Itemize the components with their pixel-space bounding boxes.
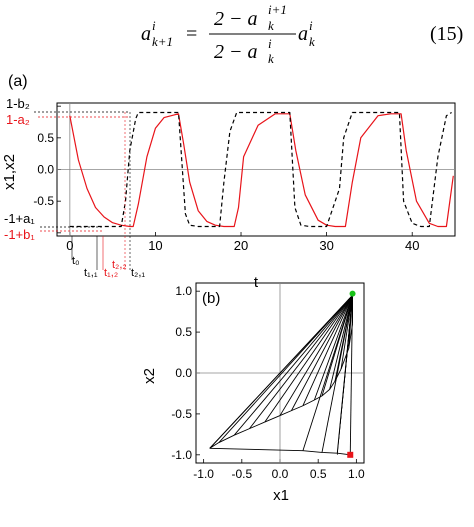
- panel-a: (a) x1,x2 t 0.50.0-0.5 0 10 20 30 40 1-b₂ 1-…: [1, 73, 456, 291]
- trajectory-rung: [209, 294, 353, 449]
- eq-den-sub: k: [268, 51, 274, 66]
- panel-b-ylabel: x2: [141, 368, 158, 384]
- eq-rhs-sup: i: [309, 18, 313, 33]
- trajectory-bottom-edge: [209, 447, 351, 456]
- a-ytick-label: 0.0: [37, 163, 54, 177]
- trajectory-zigzag: [329, 380, 336, 390]
- b-ytick-label: -0.5: [171, 407, 192, 421]
- panel-b-points: [347, 290, 356, 458]
- eq-den-sup: i: [268, 36, 272, 51]
- trajectory-inner: [350, 295, 353, 315]
- panel-a-yticks: 0.5 0.0 -0.5: [33, 105, 61, 234]
- trajectory-segment: [302, 295, 353, 406]
- b-ytick-label: 0.5: [175, 325, 192, 339]
- trajectory-segment: [218, 294, 353, 443]
- panel-b-yticks: 1.0 0.5 0.0 -0.5 -1.0: [171, 284, 200, 462]
- b-ytick-label: 1.0: [175, 284, 192, 298]
- trajectory-segment: [279, 295, 353, 416]
- end-point-red: [347, 451, 354, 458]
- eq-lhs-sub: k+1: [152, 34, 173, 49]
- trajectory-segment: [233, 294, 353, 436]
- label-1-minus-b2: 1-b₂: [6, 96, 30, 111]
- panel-b-trajectory: [209, 294, 353, 456]
- trajectory-zigzag: [218, 434, 235, 443]
- trajectory-zigzag: [348, 323, 353, 349]
- trajectory-rung: [349, 295, 353, 455]
- a-xtick-label: 0: [66, 238, 73, 253]
- eq-num-sup: i+1: [268, 2, 287, 17]
- trajectory-zigzag: [264, 415, 281, 423]
- panel-b-label: (b): [202, 290, 220, 307]
- marker-t0: t₀: [72, 255, 80, 267]
- eq-rhs-sub: k: [309, 34, 315, 49]
- a-xtick-label: 20: [234, 238, 248, 253]
- b-xtick-label: 1.0: [348, 467, 365, 481]
- marker-t21: t₂,₁: [131, 267, 145, 279]
- trajectory-zigzag: [209, 442, 220, 449]
- trajectory-zigzag: [279, 410, 292, 416]
- b-xtick-label: 0.5: [310, 467, 327, 481]
- equation-15: a i k+1 = 2 − a i+1 k 2 − a i k a i k (1…: [141, 2, 463, 66]
- b-ytick-label: 0.0: [175, 366, 192, 380]
- panel-a-xticks: 0 10 20 30 40: [66, 232, 419, 253]
- a-xtick-label: 10: [148, 238, 162, 253]
- trajectory-segment: [291, 295, 353, 411]
- a-ytick-label: 0.5: [37, 131, 54, 145]
- trajectory-segment: [329, 295, 353, 390]
- panel-b-xticks: -1.0 -0.5 0.0 0.5 1.0: [193, 459, 365, 481]
- series-x1-line: [69, 113, 454, 228]
- eq-rhs-base: a: [298, 23, 308, 45]
- panel-a-ylabel: x1,x2: [1, 154, 18, 190]
- a-ytick-label: -0.5: [33, 194, 54, 208]
- eq-lhs-sup: i: [152, 18, 156, 33]
- trajectory-rung: [321, 295, 353, 453]
- eq-number: (15): [430, 23, 463, 45]
- trajectory-segment: [264, 295, 353, 423]
- start-point-green: [349, 290, 356, 297]
- a-xtick-label: 40: [405, 238, 419, 253]
- trajectory-segment: [340, 295, 353, 369]
- trajectory-zigzag: [234, 428, 250, 436]
- b-xtick-label: 0.0: [272, 467, 289, 481]
- trajectory-zigzag: [302, 399, 315, 407]
- trajectory-rung: [302, 295, 353, 451]
- trajectory-zigzag: [249, 421, 265, 430]
- a-xtick-label: 30: [319, 238, 333, 253]
- trajectory-segment: [313, 295, 353, 401]
- label-minus1-plus-b1: -1+b₁: [4, 227, 35, 242]
- marker-t22: t₂,₂: [112, 259, 127, 271]
- b-xtick-label: -0.5: [231, 467, 252, 481]
- b-ytick-label: -1.0: [171, 448, 192, 462]
- trajectory-zigzag: [334, 368, 342, 382]
- panel-a-series: [69, 111, 454, 228]
- eq-numerator: 2 − a: [214, 8, 258, 30]
- series-x2-line: [69, 111, 452, 228]
- b-xtick-label: -1.0: [193, 467, 214, 481]
- panel-b-xlabel: x1: [273, 487, 289, 504]
- trajectory-zigzag: [291, 405, 304, 412]
- panel-b: (b) x1 x2 1.0 0.5 0.0 -0.5 -1.0 -1.0 -0.5 0.0 0…: [141, 282, 365, 504]
- label-minus1-plus-a1: -1+a₁: [4, 211, 35, 226]
- trajectory-zigzag: [321, 389, 330, 397]
- eq-num-sub: k: [268, 18, 274, 33]
- eq-lhs-base: a: [141, 23, 151, 45]
- eq-equals: =: [186, 23, 197, 45]
- panel-a-label: (a): [8, 73, 28, 90]
- marker-t12: t₁,₂: [104, 267, 118, 279]
- label-1-minus-a2: 1-a₂: [6, 112, 30, 127]
- trajectory-zigzag: [314, 395, 323, 401]
- eq-denominator: 2 − a: [214, 41, 258, 63]
- trajectory-segment: [249, 294, 353, 429]
- marker-t11: t₁,₁: [84, 267, 98, 279]
